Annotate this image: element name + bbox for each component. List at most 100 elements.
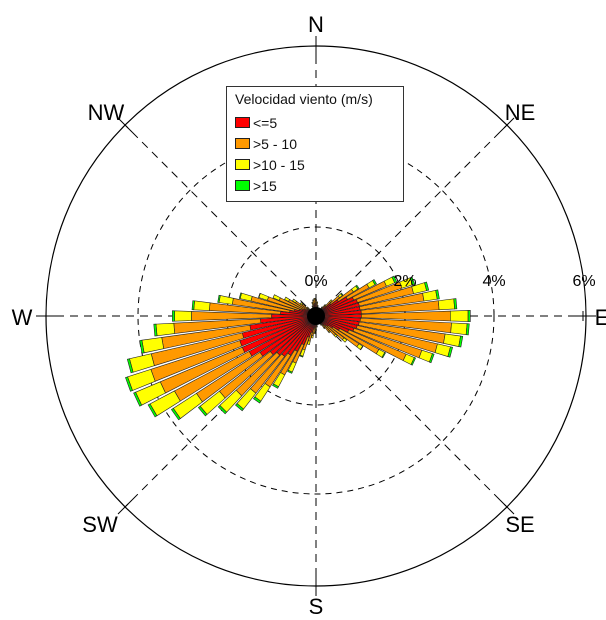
legend-label-5-10: >5 - 10: [253, 135, 297, 152]
rose-bar-s22-3: [429, 353, 435, 364]
rose-bar-s13-3: [391, 275, 398, 284]
rose-bar-s16-3: [435, 289, 440, 300]
direction-label-s: S: [309, 594, 324, 619]
legend-item-le5: <=5: [235, 112, 395, 133]
rose-bar-s51-3: [126, 358, 134, 374]
rose-bar-s56-3: [217, 294, 221, 303]
rose-bar-s23-3: [410, 357, 417, 366]
rose-bar-s57-3: [238, 292, 242, 299]
legend-swatch-gt15: [235, 180, 250, 191]
rose-bar-s27-2: [333, 333, 338, 338]
rose-bar-s18-3: [467, 310, 471, 322]
legend-item-gt15: >15: [235, 175, 395, 196]
rose-bar-s11-3: [355, 284, 360, 290]
rose-bar-s71-2: [313, 297, 316, 300]
center-hub: [307, 307, 325, 325]
direction-label-nw: NW: [88, 100, 125, 125]
rose-bar-s53-3: [153, 323, 158, 337]
rose-bar-s52-2: [141, 337, 165, 354]
rose-bar-s70-2: [312, 299, 315, 302]
rose-bar-s50-3: [125, 376, 133, 392]
rose-bar-s56-2: [218, 295, 234, 305]
radial-label-1: 2%: [393, 273, 416, 290]
rose-bar-s19-2: [450, 322, 468, 336]
spoke-se: [315, 315, 508, 508]
rose-bar-s63-2: [306, 306, 309, 309]
legend-swatch-le5: [235, 117, 250, 128]
rose-bar-s39-2: [306, 340, 311, 345]
rose-bar-s17-2: [437, 298, 455, 311]
rose-bar-s25-3: [359, 345, 364, 351]
rose-bar-s55-2: [193, 300, 211, 311]
rose-bar-s54-2: [174, 310, 192, 322]
rose-bar-s59-2: [272, 294, 281, 301]
rose-bar-s28-2: [327, 330, 331, 334]
rose-bar-s20-3: [458, 335, 464, 348]
rose-bar-s60-2: [284, 296, 291, 302]
rose-bar-s29-2: [323, 326, 326, 330]
legend-swatch-10-15: [235, 159, 250, 170]
axis-labels: N NE E SE S SW W NW 0% 2% 4% 6%: [12, 12, 606, 619]
rose-bar-s45-3: [217, 404, 228, 415]
rose-bar-s42-3: [272, 383, 279, 389]
rose-bar-s16-2: [422, 289, 438, 302]
direction-label-e: E: [595, 305, 606, 330]
rose-bar-s47-3: [170, 407, 181, 421]
rose-bar-s52-3: [139, 339, 145, 354]
tick-se: [499, 499, 515, 515]
rose-bar-s1-2: [316, 301, 319, 304]
direction-label-ne: NE: [505, 100, 536, 125]
rose-bar-s44-3: [235, 403, 244, 412]
legend: Velocidad viento (m/s) <=5 >5 - 10 >10 -…: [226, 86, 404, 202]
rose-bar-s9-2: [329, 299, 333, 303]
legend-item-10-15: >10 - 15: [235, 154, 395, 175]
rose-bar-s61-2: [292, 298, 297, 304]
rose-bar-s53-2: [155, 322, 176, 337]
rose-bar-s26-2: [341, 337, 348, 343]
rose-bar-s38-2: [310, 335, 314, 339]
direction-label-sw: SW: [82, 512, 118, 537]
legend-label-10-15: >10 - 15: [253, 156, 305, 173]
rose-bar-s54-3: [172, 310, 175, 322]
rose-bar-s12-3: [372, 279, 377, 286]
rose-bar-s0-2: [315, 299, 317, 301]
rose-bar-s10-3: [340, 292, 344, 296]
rose-bar-s58-3: [258, 292, 261, 298]
rose-bar-s14-3: [409, 276, 416, 286]
spoke-nw: [124, 124, 317, 317]
rose-bar-s30-2: [320, 324, 323, 326]
legend-swatch-5-10: [235, 138, 250, 149]
rose-bar-s2-2: [317, 305, 319, 307]
rose-bar-s41-3: [287, 369, 293, 374]
rose-bar-s71-1: [313, 298, 316, 304]
rose-bar-s17-3: [453, 298, 458, 310]
tick-sw: [117, 499, 133, 515]
radial-label-3: 6%: [572, 273, 595, 290]
rose-bar-s55-3: [191, 300, 195, 311]
legend-title: Velocidad viento (m/s): [235, 91, 373, 107]
rose-bar-s19-3: [465, 323, 470, 336]
rose-bars: [125, 275, 471, 421]
legend-label-gt15: >15: [253, 177, 277, 194]
radial-label-2: 4%: [482, 273, 505, 290]
rose-bar-s43-3: [253, 396, 262, 404]
rose-bar-s21-3: [447, 346, 454, 358]
radial-label-0: 0%: [304, 273, 327, 290]
rose-bar-s62-2: [299, 302, 304, 306]
rose-bar-s15-3: [424, 281, 430, 292]
legend-item-5-10: >5 - 10: [235, 133, 395, 154]
direction-label-se: SE: [505, 512, 534, 537]
tick-nw: [117, 117, 133, 133]
rose-bar-s36-2: [315, 329, 317, 331]
legend-label-le5: <=5: [253, 114, 278, 131]
direction-label-w: W: [12, 305, 33, 330]
rose-bar-s48-3: [147, 403, 158, 418]
rose-bar-s18-2: [450, 310, 469, 322]
tick-ne: [499, 117, 515, 133]
rose-bar-s24-3: [381, 352, 387, 359]
rose-bar-s20-2: [443, 333, 461, 347]
spoke-ne: [315, 124, 508, 317]
direction-label-n: N: [308, 12, 324, 37]
rose-bar-s46-3: [197, 405, 208, 417]
